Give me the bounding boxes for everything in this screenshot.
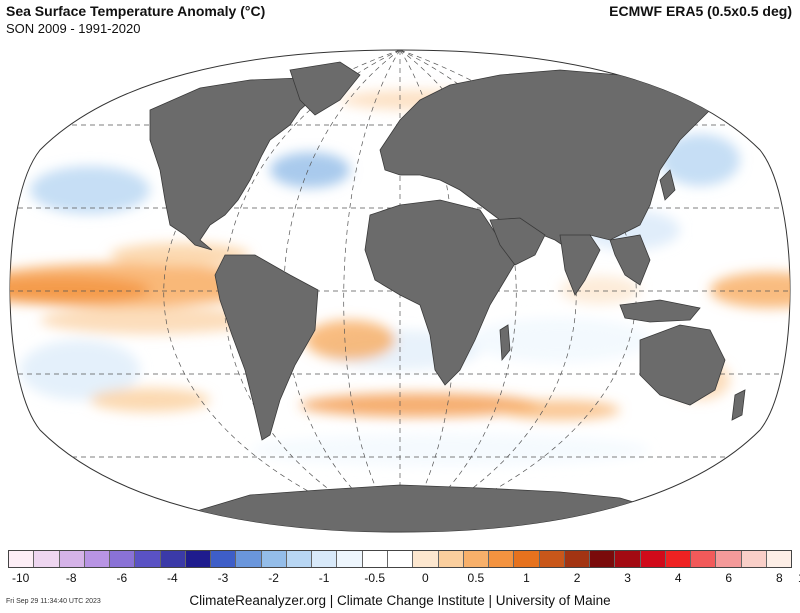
color-scale-tick-label: -10: [11, 571, 30, 585]
world-map: [9, 49, 791, 533]
south-america: [214, 254, 319, 441]
generated-timestamp: Fri Sep 29 11:34:40 UTC 2023: [6, 598, 101, 605]
color-swatch: [640, 551, 666, 567]
color-swatch: [59, 551, 85, 567]
color-swatch: [413, 551, 439, 567]
color-scale-tick-label: -2: [268, 571, 279, 585]
land-masses: [149, 61, 746, 532]
color-scale-ticks: -10 -8 -6 -4 -3 -2 -1 -0.5 0 0.5 1 2 3 4 6 8 10: [8, 571, 800, 585]
color-scale-tick-label: -0.5: [364, 571, 386, 585]
color-swatch: [539, 551, 565, 567]
color-swatch: [387, 551, 414, 567]
color-scale-tick-label: 10: [798, 571, 800, 585]
color-scale-tick-label: 3: [624, 571, 631, 585]
color-scale-tick-label: 2: [573, 571, 581, 585]
anomaly-field: [10, 90, 790, 466]
map-title: Sea Surface Temperature Anomaly (°C): [6, 3, 266, 19]
color-scale-tick-label: -4: [167, 571, 178, 585]
color-swatch: [261, 551, 287, 567]
color-swatch: [9, 551, 35, 567]
color-scale-tick-label: 1: [523, 571, 530, 585]
color-swatch: [665, 551, 692, 567]
color-swatch: [716, 551, 742, 567]
color-swatch: [135, 551, 161, 567]
europe-asia: [379, 69, 721, 251]
color-swatch: [185, 551, 212, 567]
color-swatch: [34, 551, 60, 567]
map-subtitle: SON 2009 - 1991-2020: [6, 21, 141, 36]
color-scale-tick-label: -1: [318, 571, 330, 585]
color-scale-tick-label: 0.5: [467, 571, 485, 585]
color-swatch: [564, 551, 591, 567]
color-swatch: [463, 551, 490, 567]
japan: [659, 169, 676, 201]
color-scale-tick-label: 0: [421, 571, 429, 585]
color-swatch: [312, 551, 338, 567]
southeast-asia: [609, 234, 651, 286]
color-scale-tick-label: -8: [65, 571, 77, 585]
color-swatch: [590, 551, 616, 567]
color-scale-tick-label: -6: [116, 571, 128, 585]
color-swatch: [236, 551, 262, 567]
color-swatch: [337, 551, 363, 567]
new-zealand: [731, 389, 746, 421]
color-swatch: [84, 551, 111, 567]
color-swatch: [514, 551, 540, 567]
color-scale-tick-label: -3: [217, 571, 229, 585]
color-scale-tick-label: 6: [725, 571, 733, 585]
indonesia: [619, 299, 701, 323]
credits-footer: ClimateReanalyzer.org | Climate Change I…: [189, 593, 611, 608]
color-swatch: [766, 551, 792, 567]
color-swatch: [362, 551, 388, 567]
color-swatch: [438, 551, 464, 567]
data-source-label: ECMWF ERA5 (0.5x0.5 deg): [609, 3, 792, 19]
color-swatch: [741, 551, 767, 567]
arabia: [489, 217, 546, 266]
color-swatch: [489, 551, 515, 567]
color-scale-tick-label: 8: [776, 571, 783, 585]
color-swatch: [615, 551, 641, 567]
color-swatch: [110, 551, 136, 567]
color-swatch: [286, 551, 313, 567]
color-swatch: [160, 551, 186, 567]
africa: [364, 199, 521, 386]
color-scale-bar: [8, 550, 792, 568]
color-scale-tick-label: 4: [674, 571, 682, 585]
madagascar: [499, 324, 511, 362]
color-swatch: [211, 551, 237, 567]
australia: [639, 324, 726, 406]
color-swatch: [691, 551, 717, 567]
india: [559, 234, 601, 296]
greenland: [289, 61, 361, 116]
